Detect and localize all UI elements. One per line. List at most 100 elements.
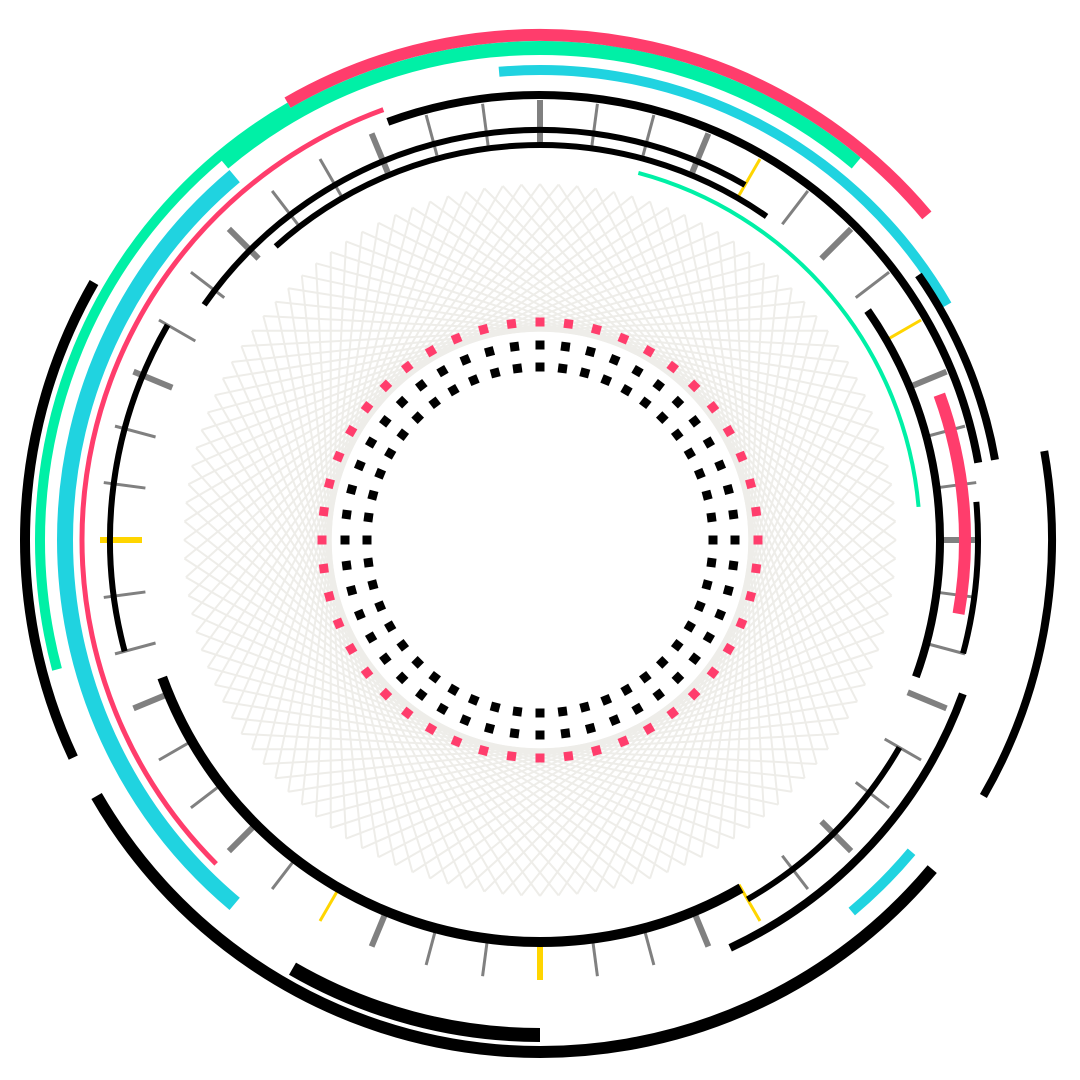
tick-mark — [883, 318, 922, 343]
outer-dot — [332, 617, 345, 630]
inner-dot — [447, 384, 460, 397]
outer-dot — [563, 318, 574, 329]
middle-dot — [722, 584, 734, 596]
middle-dot — [436, 364, 449, 378]
inner-dot — [396, 639, 410, 652]
outer-dot — [753, 535, 763, 545]
tick-mark — [641, 114, 656, 156]
outer-dot — [450, 735, 463, 748]
outer-dot — [722, 642, 735, 656]
outer-dot — [642, 722, 656, 735]
red-arc — [284, 29, 932, 220]
inner-dot — [411, 655, 425, 669]
tick-mark — [737, 158, 762, 197]
middle-dot — [484, 722, 496, 734]
middle-dot — [353, 459, 366, 472]
outer-dot — [745, 590, 757, 602]
inner-dot — [557, 363, 568, 374]
middle-dot — [722, 484, 734, 496]
inner-dot — [512, 363, 523, 374]
middle-dot — [436, 702, 449, 716]
tick-mark — [934, 590, 977, 599]
inner-dot — [620, 384, 633, 397]
tick-mark — [934, 481, 977, 490]
middle-dot — [346, 584, 358, 596]
middle-dot — [631, 702, 644, 716]
tick-mark — [906, 689, 948, 712]
tick-mark — [924, 641, 966, 656]
black-arc — [960, 501, 981, 655]
outer-dot — [735, 450, 748, 463]
teal-arc — [219, 41, 861, 169]
tick-mark — [424, 114, 439, 156]
inner-dot — [670, 428, 684, 441]
inner-dot — [620, 683, 633, 696]
teal-arc — [637, 171, 921, 508]
inner-dot — [384, 447, 397, 460]
outer-dot — [424, 722, 438, 735]
outer-dot — [323, 590, 335, 602]
outer-dot — [345, 642, 358, 656]
inner-dot — [374, 467, 387, 480]
inner-dot — [428, 396, 441, 410]
middle-dot — [395, 395, 409, 409]
outer-dot — [478, 323, 490, 335]
outer-dot — [666, 706, 680, 720]
outer-dot — [563, 751, 574, 762]
black-arc — [864, 308, 944, 679]
inner-dot — [600, 693, 613, 706]
tick-mark — [368, 132, 391, 174]
inner-dot — [701, 489, 713, 501]
middle-dot — [652, 378, 666, 392]
middle-dot — [378, 652, 392, 666]
inner-dot — [363, 557, 374, 568]
middle-dot — [414, 688, 428, 702]
middle-dot — [364, 436, 378, 449]
middle-dot — [671, 395, 685, 409]
outer-dot — [318, 506, 329, 517]
outer-dot — [590, 323, 602, 335]
outer-dot — [535, 317, 545, 327]
inner-dot — [579, 701, 591, 713]
black-arc — [979, 450, 1056, 798]
middle-dot — [714, 608, 727, 621]
black-arc — [91, 792, 937, 1058]
outer-dot — [506, 318, 517, 329]
middle-dot — [346, 484, 358, 496]
tick-mark — [819, 819, 854, 854]
chord-network — [183, 183, 897, 897]
tick-mark — [103, 590, 146, 599]
black-arc — [745, 745, 902, 902]
outer-dot — [424, 345, 438, 358]
black-arc — [386, 91, 983, 464]
outer-dot — [478, 745, 490, 757]
inner-dot — [639, 670, 652, 684]
middle-dot — [341, 560, 352, 571]
tick-mark — [854, 781, 890, 810]
tick-mark — [103, 481, 146, 490]
black-arc — [20, 280, 99, 760]
tick-mark — [737, 883, 762, 922]
inner-dot — [557, 706, 568, 717]
outer-dot — [317, 535, 327, 545]
outer-dot — [706, 666, 720, 680]
outer-dot — [617, 735, 630, 748]
outer-dot — [745, 478, 757, 490]
cyan-arc — [848, 848, 916, 916]
middle-dot — [459, 714, 472, 727]
outer-dot — [318, 563, 329, 574]
middle-dot — [341, 509, 352, 520]
middle-dot — [584, 722, 596, 734]
middle-dot — [535, 340, 545, 350]
inner-dot — [489, 701, 501, 713]
outer-dot — [360, 400, 374, 414]
inner-dot — [706, 557, 717, 568]
inner-dot — [670, 639, 684, 652]
tick-mark — [114, 641, 156, 656]
inner-dot — [535, 708, 545, 718]
cyan-arc — [498, 65, 952, 308]
inner-dot — [363, 512, 374, 523]
middle-dot — [730, 535, 740, 545]
